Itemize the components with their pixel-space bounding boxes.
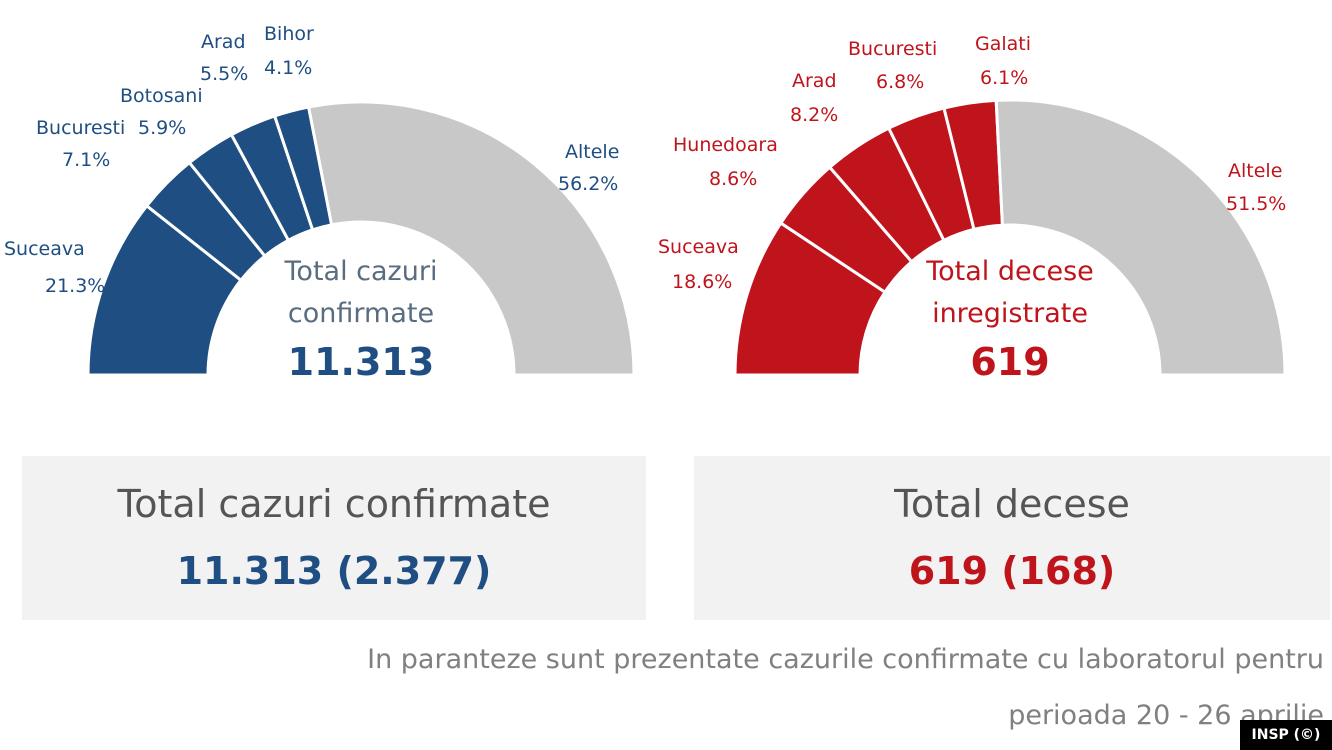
slice-value-altele: 51.5% xyxy=(1226,193,1286,215)
slice-label-arad: Arad xyxy=(792,70,837,92)
deaths-summary-panel: Total decese 619 (168) xyxy=(694,456,1330,620)
center-total-value: 11.313 xyxy=(288,340,435,384)
slice-value-altele: 56.2% xyxy=(558,173,618,195)
deaths-half-donut-chart: Suceava 18.6% Hunedoara 8.6% Arad 8.2% Bucures… xyxy=(658,33,1287,384)
deaths-summary-title: Total decese xyxy=(894,482,1130,526)
slice-label-arad: Arad xyxy=(201,31,246,53)
deaths-summary-value: 619 (168) xyxy=(908,549,1116,593)
slice-value-arad: 8.2% xyxy=(790,104,838,126)
slice-label-suceava: Suceava xyxy=(658,236,739,258)
cases-summary-panel: Total cazuri confirmate 11.313 (2.377) xyxy=(22,456,646,620)
slice-label-altele: Altele xyxy=(565,141,619,163)
slice-label-bucuresti: Bucuresti xyxy=(848,38,937,60)
slice-value-hunedoara: 8.6% xyxy=(709,168,757,190)
slice-value-bucuresti: 7.1% xyxy=(62,149,110,171)
slice-altele xyxy=(994,98,1287,377)
slice-label-altele: Altele xyxy=(1228,160,1282,182)
slice-value-arad: 5.5% xyxy=(200,63,248,85)
slice-value-suceava: 18.6% xyxy=(672,271,732,293)
slice-value-galati: 6.1% xyxy=(980,67,1028,89)
center-title-line-1: Total decese xyxy=(925,256,1094,287)
slice-value-suceava: 21.3% xyxy=(45,275,105,297)
center-total-value: 619 xyxy=(970,340,1049,384)
slice-altele xyxy=(306,100,636,377)
footnote-line-1: In paranteze sunt prezentate cazurile co… xyxy=(367,644,1324,675)
slice-value-bucuresti: 6.8% xyxy=(876,71,924,93)
center-title-line-1: Total cazuri xyxy=(284,256,438,287)
cases-half-donut-chart: Suceava 21.3% Bucuresti 7.1% Botosani 5.9% Ara… xyxy=(4,23,636,384)
slice-label-hunedoara: Hunedoara xyxy=(673,134,778,156)
source-credit-badge: INSP (©) xyxy=(1240,720,1332,750)
slice-label-bihor: Bihor xyxy=(264,23,314,45)
slice-label-bucuresti: Bucuresti xyxy=(36,117,125,139)
slice-label-galati: Galati xyxy=(975,33,1031,55)
slice-label-botosani: Botosani xyxy=(120,85,203,107)
center-title-line-2: confirmate xyxy=(288,298,434,329)
half-donut-charts: Suceava 21.3% Bucuresti 7.1% Botosani 5.9% Ara… xyxy=(4,23,1287,384)
center-title-line-2: inregistrate xyxy=(932,298,1088,329)
cases-summary-value: 11.313 (2.377) xyxy=(176,549,492,593)
slice-value-botosani: 5.9% xyxy=(138,117,186,139)
slice-label-suceava: Suceava xyxy=(4,238,85,260)
slice-value-bihor: 4.1% xyxy=(264,57,312,79)
cases-summary-title: Total cazuri confirmate xyxy=(117,482,551,526)
